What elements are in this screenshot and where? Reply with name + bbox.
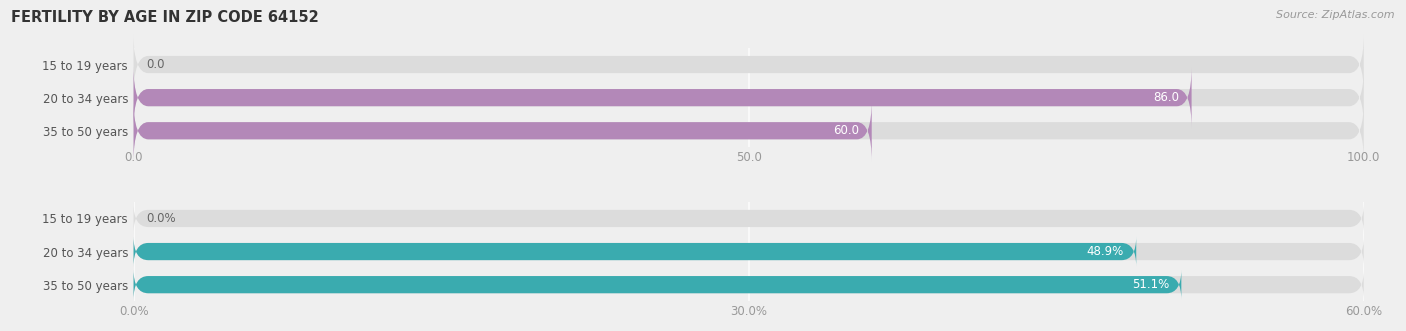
FancyBboxPatch shape	[134, 236, 1364, 267]
Text: 48.9%: 48.9%	[1087, 245, 1123, 258]
FancyBboxPatch shape	[134, 67, 1192, 129]
Text: Source: ZipAtlas.com: Source: ZipAtlas.com	[1277, 10, 1395, 20]
FancyBboxPatch shape	[134, 67, 1364, 129]
FancyBboxPatch shape	[134, 203, 1364, 234]
FancyBboxPatch shape	[134, 100, 1364, 162]
FancyBboxPatch shape	[134, 236, 1136, 267]
FancyBboxPatch shape	[134, 33, 1364, 96]
FancyBboxPatch shape	[134, 269, 1181, 300]
Text: 60.0: 60.0	[834, 124, 859, 137]
Text: 86.0: 86.0	[1153, 91, 1180, 104]
Text: 0.0: 0.0	[146, 58, 165, 71]
Text: 0.0%: 0.0%	[146, 212, 176, 225]
Text: FERTILITY BY AGE IN ZIP CODE 64152: FERTILITY BY AGE IN ZIP CODE 64152	[11, 10, 319, 25]
FancyBboxPatch shape	[134, 100, 872, 162]
FancyBboxPatch shape	[134, 269, 1364, 300]
Text: 51.1%: 51.1%	[1132, 278, 1168, 291]
